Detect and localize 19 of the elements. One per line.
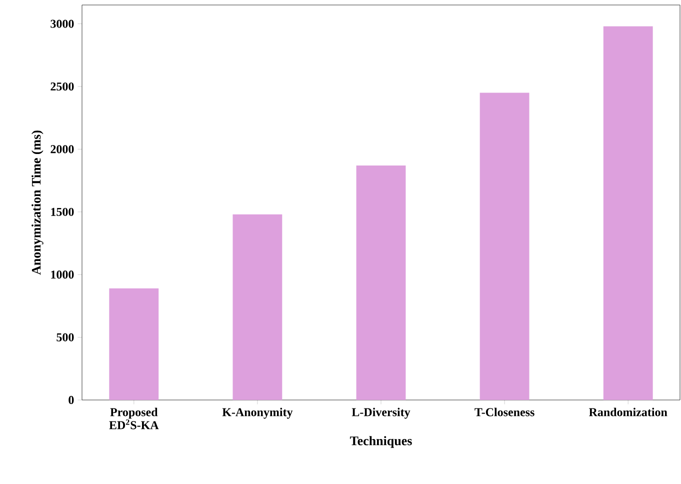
bar (109, 288, 159, 400)
x-axis-title: Techniques (350, 436, 412, 448)
x-tick-label: Randomization (588, 408, 668, 416)
y-tick-label: 1000 (51, 270, 74, 279)
y-tick-label: 2500 (50, 82, 74, 91)
x-tick-label: T-Closeness (474, 408, 534, 416)
y-tick-label: 0 (68, 396, 74, 404)
x-tick-label: Proposed ED$^{2}$S-KA (109, 408, 159, 430)
y-tick-label: 2000 (50, 145, 74, 154)
y-tick-label: 500 (56, 333, 74, 342)
x-tick-label: K-Anonymity (222, 408, 293, 419)
x-tick-label: L-Diversity (352, 408, 410, 419)
bar (356, 165, 406, 400)
y-axis-title: Anonymization Time (ms) (32, 130, 44, 275)
bar (480, 92, 530, 400)
bar (603, 26, 653, 400)
bar (232, 214, 282, 400)
y-tick-label: 1500 (51, 208, 74, 216)
y-tick-label: 3000 (50, 20, 74, 28)
